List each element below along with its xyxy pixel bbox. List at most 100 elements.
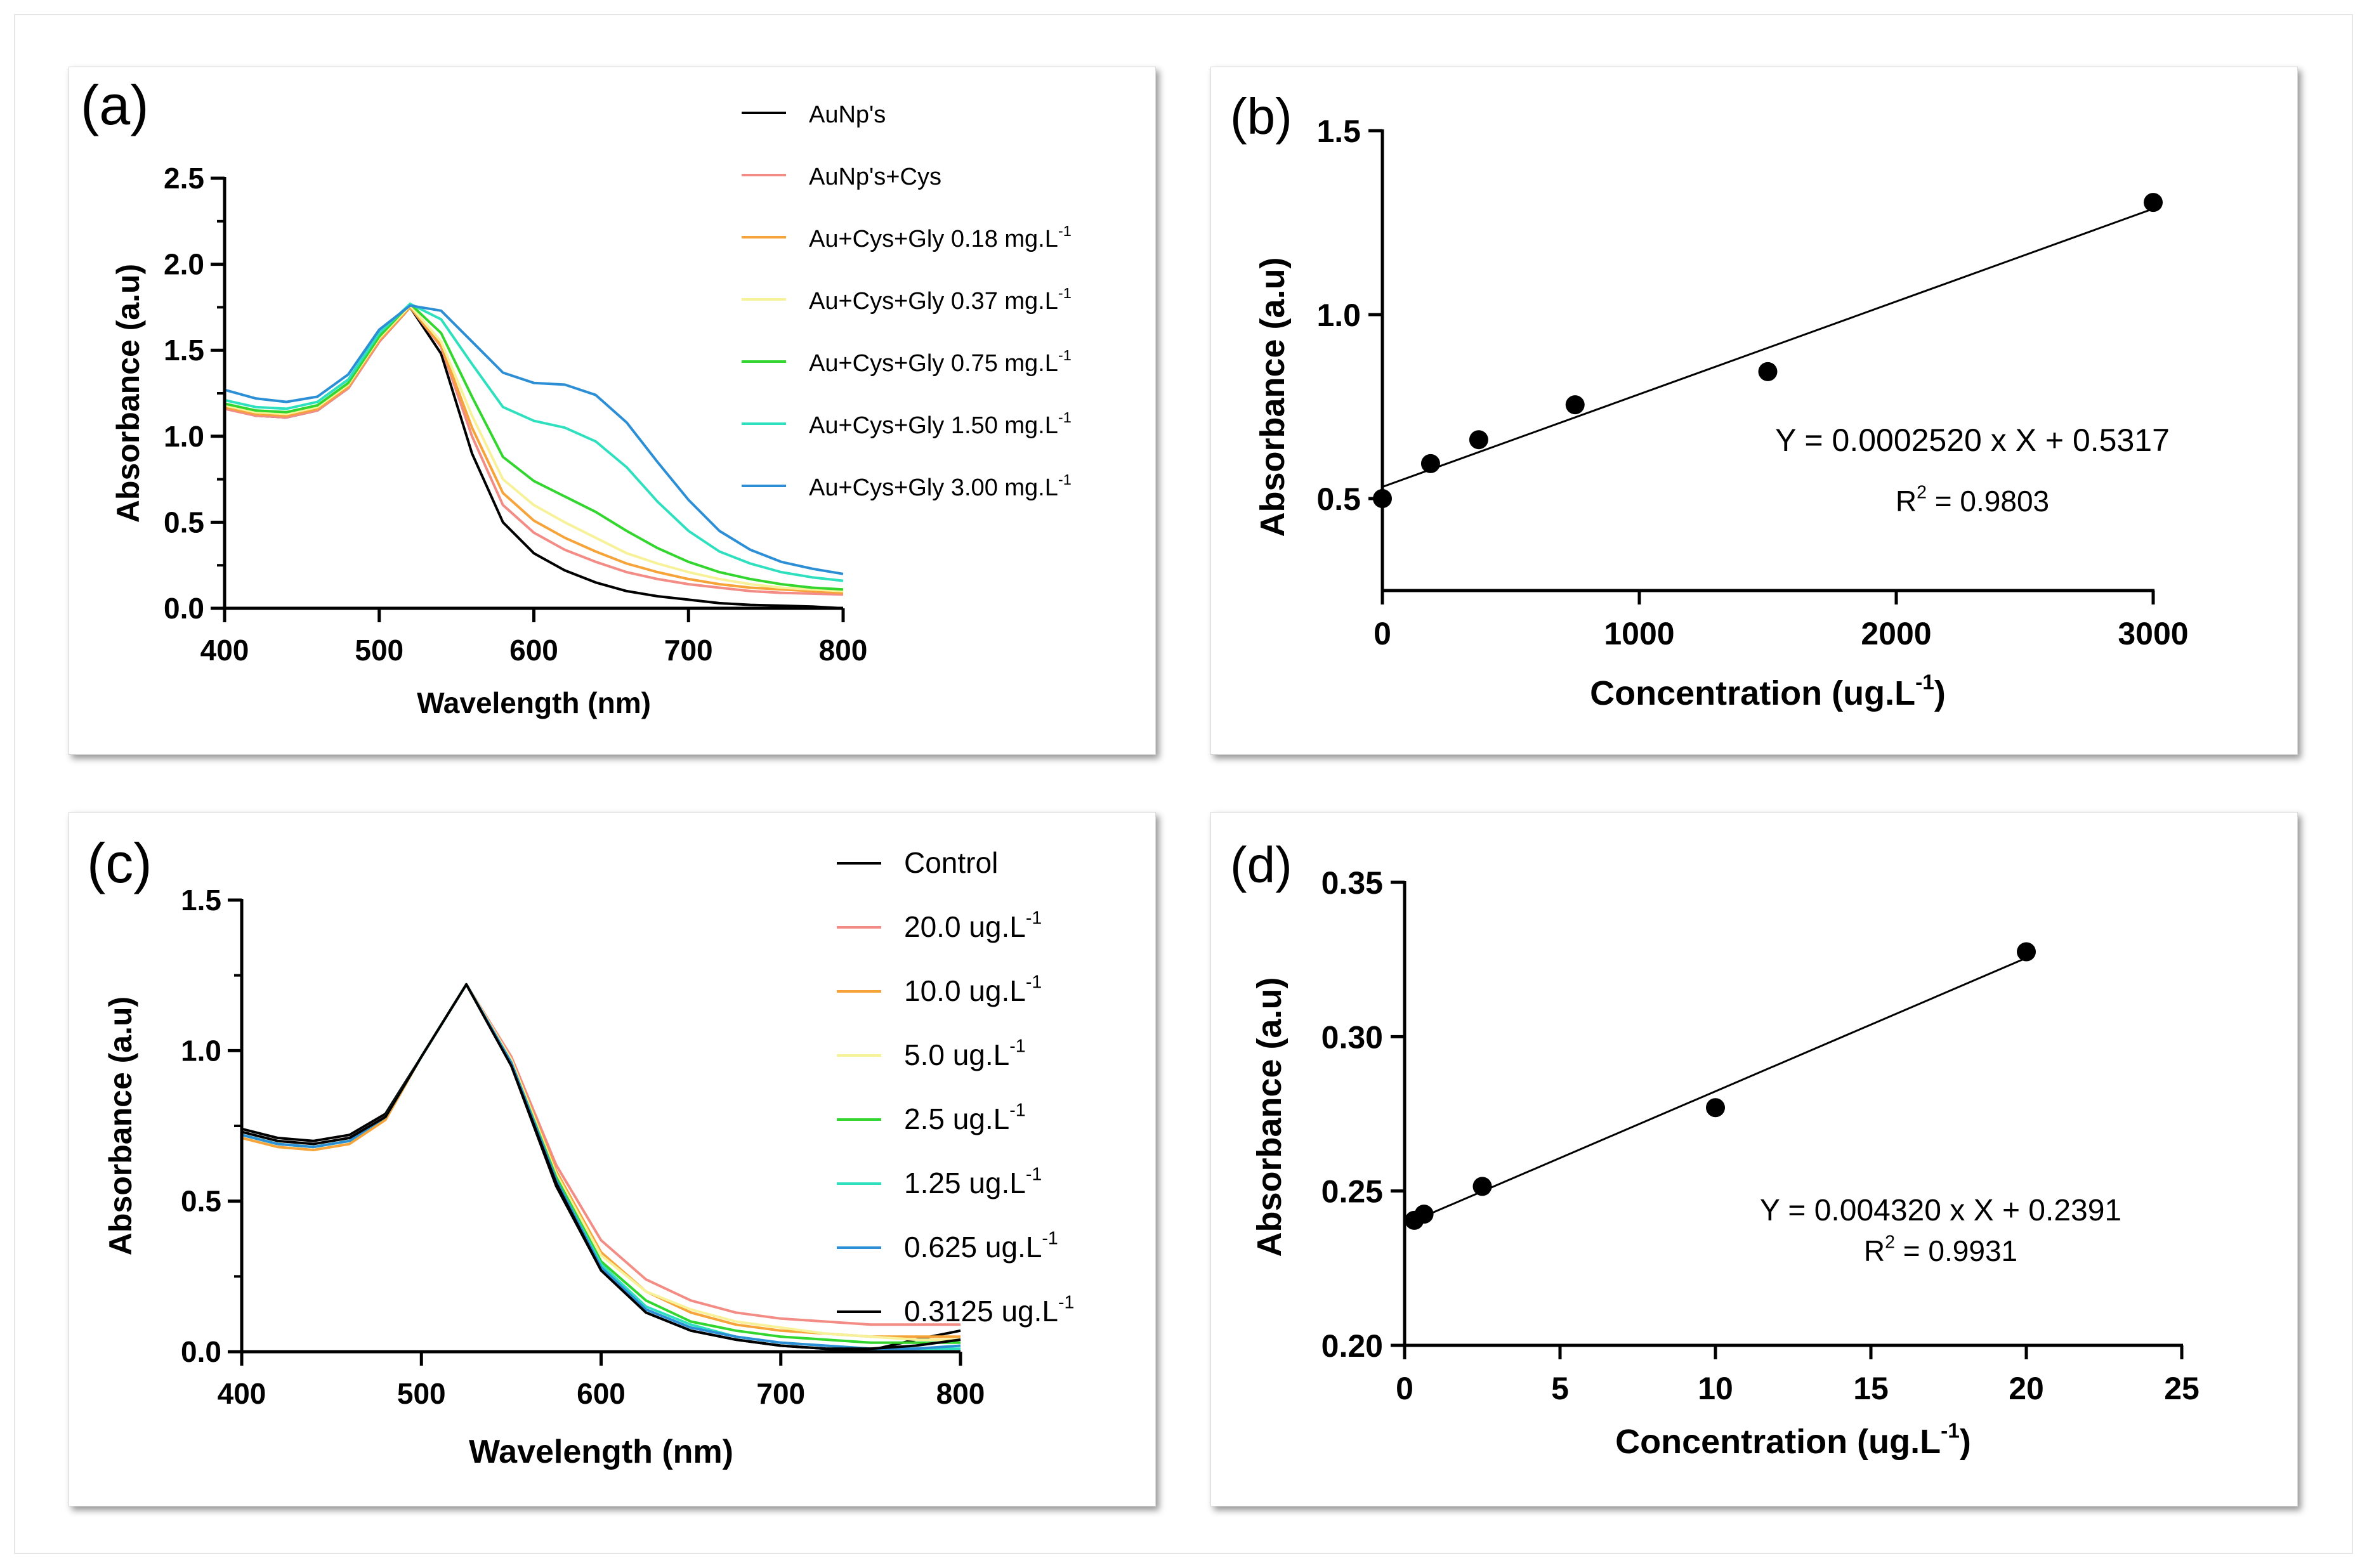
x-tick-label: 600 <box>577 1377 626 1410</box>
y-tick-label: 2.0 <box>164 248 204 281</box>
legend-label: Au+Cys+Gly 3.00 mg.L-1 <box>809 471 1072 501</box>
panel-c: (c) 400 500 600 700 800 0.0 0.5 1.0 1.5 Wavelength… <box>69 812 1156 1506</box>
series-line <box>224 303 844 591</box>
panel-b: (b) 0 1000 2000 3000 0.5 1.0 1.5 Concentration (… <box>1210 67 2298 755</box>
y-axis-title: Absorbance (a.u) <box>1254 257 1292 537</box>
y-axis-title: Absorbance (a.u) <box>1250 977 1288 1257</box>
data-point <box>1414 1205 1434 1224</box>
x-tick-label: 10 <box>1698 1371 1733 1406</box>
legend-label: Au+Cys+Gly 0.75 mg.L-1 <box>809 347 1072 377</box>
x-tick-label: 800 <box>936 1377 985 1410</box>
calibration-chart-d: (d) 0 5 10 15 20 25 0.20 0.25 0.30 0.35 Concentrati… <box>1230 837 2200 1461</box>
x-axis-title: Wavelength (nm) <box>417 686 651 719</box>
x-axis-title: Concentration (ug.L-1) <box>1615 1420 1971 1461</box>
y-tick-label: 0.0 <box>181 1335 221 1368</box>
series-line <box>224 306 844 596</box>
y-tick-label: 1.0 <box>1316 297 1361 333</box>
x-tick-label: 3000 <box>2118 616 2188 651</box>
y-tick-label: 1.0 <box>181 1034 221 1067</box>
fit-equation: Y = 0.004320 x X + 0.2391 <box>1760 1194 2121 1227</box>
x-tick-label: 20 <box>2009 1371 2044 1406</box>
y-tick-label: 1.5 <box>181 884 221 917</box>
data-point <box>2144 193 2163 212</box>
r-squared: R2 = 0.9803 <box>1896 482 2049 518</box>
x-tick-label: 0 <box>1374 616 1391 651</box>
legend-label: Au+Cys+Gly 1.50 mg.L-1 <box>809 409 1072 439</box>
x-tick-label: 0 <box>1396 1371 1413 1406</box>
fit-line <box>1382 207 2154 488</box>
calibration-chart-b: (b) 0 1000 2000 3000 0.5 1.0 1.5 Concentration (… <box>1230 88 2189 712</box>
y-tick-label: 0.20 <box>1321 1328 1383 1364</box>
x-tick-label: 1000 <box>1604 616 1674 651</box>
panel-a: (a) 400 500 600 700 800 0.0 0.5 1.0 1.5 2.0 2.5 Wave… <box>69 67 1156 755</box>
y-tick-label: 0.0 <box>164 592 204 625</box>
data-point <box>1420 454 1440 473</box>
x-tick-label: 500 <box>355 634 403 667</box>
data-point <box>1758 362 1778 381</box>
series-line <box>241 983 961 1350</box>
x-tick-label: 500 <box>397 1377 446 1410</box>
y-tick-label: 0.5 <box>181 1185 221 1218</box>
legend-label: 5.0 ug.L-1 <box>904 1036 1026 1071</box>
spectrum-chart-c: (c) 400 500 600 700 800 0.0 0.5 1.0 1.5 Wavelength… <box>87 832 1074 1470</box>
fit-equation: Y = 0.0002520 x X + 0.5317 <box>1775 422 2170 458</box>
x-tick-label: 25 <box>2164 1371 2200 1406</box>
legend-label: 0.3125 ug.L-1 <box>904 1292 1074 1328</box>
y-tick-label: 1.5 <box>164 334 204 367</box>
series-line <box>241 983 961 1338</box>
panel-label: (c) <box>87 832 152 894</box>
legend-label: Control <box>904 846 998 879</box>
panel-label: (a) <box>81 74 149 136</box>
y-tick-label: 0.35 <box>1321 865 1383 901</box>
y-axis-title: Absorbance (a.u) <box>103 996 138 1255</box>
x-tick-label: 700 <box>664 634 713 667</box>
x-axis-title: Concentration (ug.L-1) <box>1590 671 1946 712</box>
series-line <box>224 306 844 594</box>
legend-label: AuNp's <box>809 101 886 128</box>
y-tick-label: 0.25 <box>1321 1174 1383 1210</box>
y-tick-label: 0.5 <box>164 506 204 539</box>
series-line <box>224 304 844 592</box>
y-tick-label: 0.5 <box>1316 481 1361 517</box>
data-point <box>1472 1177 1492 1196</box>
y-tick-label: 0.30 <box>1321 1019 1383 1055</box>
x-axis-title: Wavelength (nm) <box>469 1434 733 1470</box>
data-point <box>1469 430 1488 450</box>
y-axis-title: Absorbance (a.u) <box>110 264 146 523</box>
data-point <box>1706 1098 1725 1118</box>
x-tick-label: 15 <box>1853 1371 1889 1406</box>
series-line <box>241 983 961 1352</box>
legend-label: Au+Cys+Gly 0.37 mg.L-1 <box>809 285 1072 315</box>
series-line <box>224 303 844 582</box>
series-line <box>241 983 961 1341</box>
series-line <box>241 983 961 1350</box>
y-tick-label: 1.0 <box>164 420 204 453</box>
series-line <box>241 983 961 1344</box>
series-line <box>241 983 961 1326</box>
legend-label: Au+Cys+Gly 0.18 mg.L-1 <box>809 223 1072 252</box>
data-point <box>2017 942 2036 962</box>
y-tick-label: 1.5 <box>1316 114 1361 149</box>
spectrum-chart-a: (a) 400 500 600 700 800 0.0 0.5 1.0 1.5 2.0 2.5 Wave… <box>81 74 1072 719</box>
y-tick-label: 2.5 <box>164 162 204 195</box>
x-tick-label: 600 <box>509 634 558 667</box>
x-tick-label: 400 <box>218 1377 266 1410</box>
legend-label: 10.0 ug.L-1 <box>904 972 1042 1007</box>
series-line <box>241 983 961 1350</box>
legend-label: 0.625 ug.L-1 <box>904 1228 1058 1264</box>
x-tick-label: 5 <box>1551 1371 1569 1406</box>
figure-frame <box>14 14 2353 1554</box>
panel-label: (b) <box>1230 88 1292 145</box>
panel-label: (d) <box>1230 837 1292 893</box>
x-tick-label: 2000 <box>1861 616 1931 651</box>
legend-label: 20.0 ug.L-1 <box>904 908 1042 943</box>
x-tick-label: 400 <box>200 634 249 667</box>
series-line <box>224 304 844 575</box>
legend-label: 1.25 ug.L-1 <box>904 1164 1042 1199</box>
x-tick-label: 700 <box>756 1377 805 1410</box>
legend-label: AuNp's+Cys <box>809 164 941 190</box>
data-point <box>1565 395 1585 415</box>
panel-d: (d) 0 5 10 15 20 25 0.20 0.25 0.30 0.35 Concentrati… <box>1210 812 2298 1506</box>
fit-line <box>1404 957 2027 1226</box>
data-point <box>1373 489 1392 508</box>
